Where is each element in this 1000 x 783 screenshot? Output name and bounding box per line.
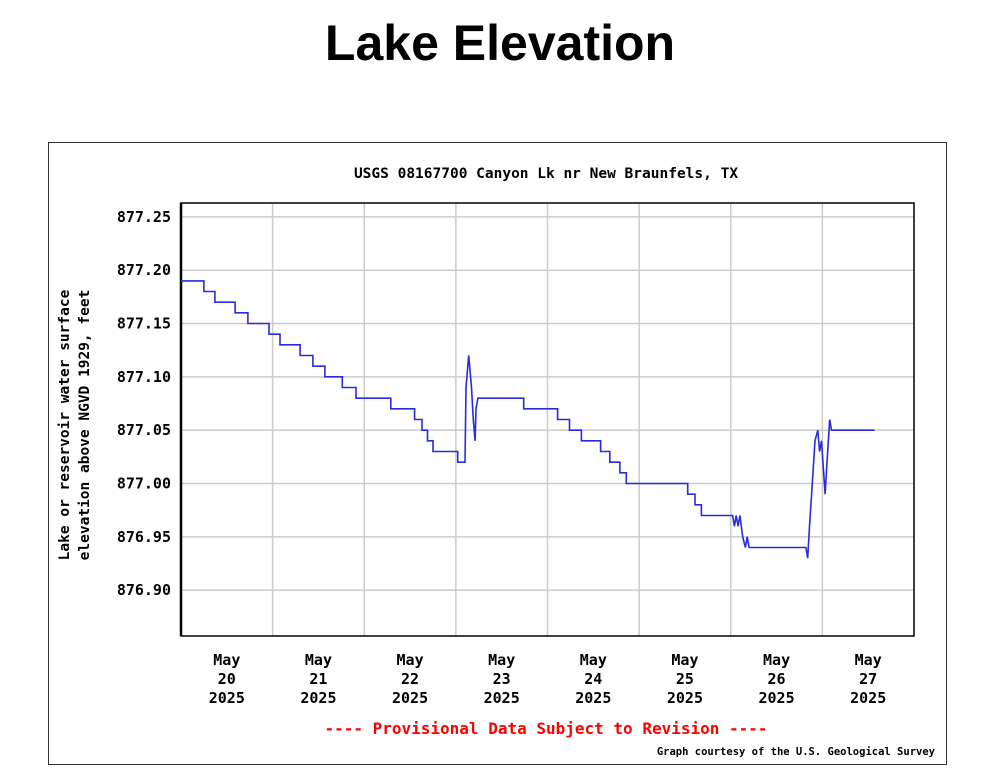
series-line-0 [181,280,875,559]
x-tick-day: 26 [768,670,786,688]
x-tick-year: 2025 [850,689,886,707]
x-tick-year: 2025 [300,689,336,707]
credit-text: Graph courtesy of the U.S. Geological Su… [657,746,936,758]
x-tick-month: May [488,651,515,669]
y-axis-label: Lake or reservoir water surface [57,289,73,560]
x-tick-day: 20 [218,670,236,688]
x-tick-day: 23 [493,670,511,688]
x-tick-day: 24 [584,670,602,688]
x-tick-day: 25 [676,670,694,688]
x-tick-day: 21 [309,670,327,688]
x-tick-year: 2025 [667,689,703,707]
x-tick-month: May [763,651,790,669]
x-tick-year: 2025 [575,689,611,707]
x-tick-month: May [397,651,424,669]
page-title: Lake Elevation [324,15,676,71]
x-tick-year: 2025 [392,689,428,707]
x-tick-month: May [671,651,698,669]
y-tick-label: 877.25 [117,208,171,226]
x-tick-month: May [305,651,332,669]
x-tick-year: 2025 [209,689,245,707]
chart-frame [48,142,947,765]
y-axis-label: elevation above NGVD 1929, feet [77,290,93,561]
y-tick-label: 876.95 [117,528,171,546]
y-tick-label: 877.20 [117,261,171,279]
y-tick-label: 877.00 [117,474,171,492]
y-tick-label: 877.15 [117,315,171,333]
x-tick-day: 22 [401,670,419,688]
y-tick-label: 877.10 [117,368,171,386]
x-tick-year: 2025 [484,689,520,707]
provisional-notice: ---- Provisional Data Subject to Revisio… [324,719,767,738]
x-tick-day: 27 [859,670,877,688]
y-tick-label: 877.05 [117,421,171,439]
y-tick-label: 876.90 [117,581,171,599]
x-tick-month: May [855,651,882,669]
x-tick-month: May [213,651,240,669]
x-tick-month: May [580,651,607,669]
x-tick-year: 2025 [759,689,795,707]
chart-title: USGS 08167700 Canyon Lk nr New Braunfels… [354,166,738,182]
